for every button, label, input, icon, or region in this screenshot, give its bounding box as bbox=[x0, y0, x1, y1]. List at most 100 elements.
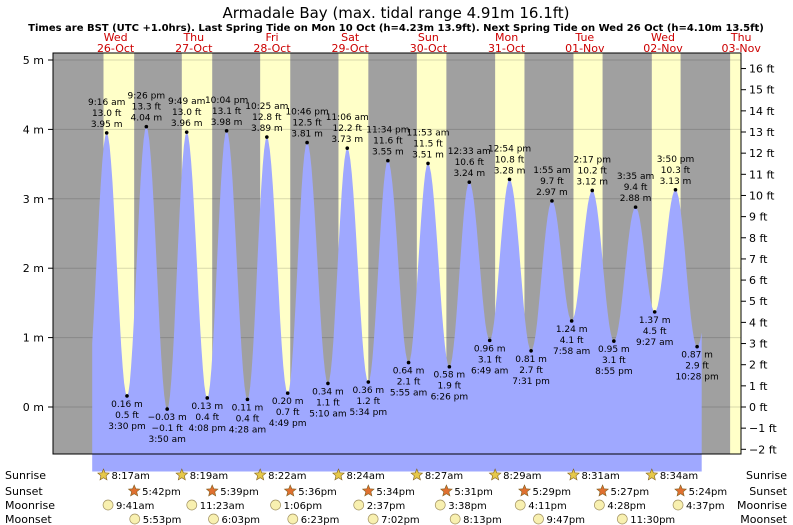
tide-height-ft: 3.1 ft bbox=[602, 356, 626, 366]
low-tide-label: 0.64 m2.1 ft5:55 am bbox=[390, 360, 427, 399]
right-tick-label: 12 ft bbox=[749, 147, 775, 160]
low-tide-label: 0.96 m3.1 ft6:49 am bbox=[471, 338, 508, 376]
sunrise-time: 8:19am bbox=[190, 471, 228, 482]
tide-point bbox=[205, 396, 210, 400]
sunrise-time: 8:29am bbox=[503, 471, 541, 482]
day-headers: Wed26-OctThu27-OctFri28-OctSat29-OctSun3… bbox=[97, 31, 761, 55]
moonset-entry: 5:53pm bbox=[129, 513, 182, 525]
tide-height-m: 0.34 m bbox=[312, 387, 344, 397]
moonrise-entry: 2:37pm bbox=[353, 499, 406, 512]
tide-point bbox=[507, 177, 512, 182]
tide-point bbox=[695, 344, 699, 349]
moonrise-entry: 3:38pm bbox=[434, 499, 487, 512]
tide-time: 3:35 am bbox=[617, 172, 654, 182]
moonrise-time: 2:37pm bbox=[367, 501, 406, 512]
day-date: 28-Oct bbox=[253, 42, 291, 55]
sunset-time: 5:24pm bbox=[689, 487, 728, 498]
tide-time: 10:25 am bbox=[245, 102, 288, 112]
tide-height-ft: 10.6 ft bbox=[455, 158, 485, 168]
tide-point bbox=[447, 364, 452, 369]
tide-height-ft: 9.7 ft bbox=[540, 177, 564, 187]
sunrise-entry: 8:17am bbox=[97, 468, 150, 482]
tide-height-ft: 10.2 ft bbox=[578, 166, 608, 176]
tide-time: 12:54 pm bbox=[488, 144, 531, 154]
tide-point bbox=[386, 158, 390, 163]
sunset-icon bbox=[361, 484, 375, 497]
moonset-time: 11:30pm bbox=[630, 515, 675, 525]
moonset-entry: 9:47pm bbox=[533, 513, 585, 525]
tide-height-m: 2.88 m bbox=[620, 194, 652, 204]
tide-height-ft: 1.9 ft bbox=[438, 382, 462, 392]
tide-time: 9:27 am bbox=[636, 338, 673, 348]
right-tick-label: 10 ft bbox=[749, 189, 775, 202]
astro-label-right: Moonset bbox=[740, 513, 787, 525]
chart-title: Armadale Bay (max. tidal range 4.91m 16.… bbox=[222, 4, 569, 22]
tide-point bbox=[144, 124, 149, 129]
sunset-time: 5:31pm bbox=[454, 487, 493, 498]
moonrise-time: 11:23am bbox=[200, 501, 245, 512]
tide-height-m: 3.98 m bbox=[211, 118, 243, 128]
right-tick-label: 13 ft bbox=[749, 126, 775, 139]
moonset-icon bbox=[129, 513, 141, 525]
tide-point bbox=[406, 360, 411, 365]
right-tick-label: 8 ft bbox=[749, 232, 768, 245]
sunset-entry: 5:36pm bbox=[283, 484, 337, 498]
day-of-week: Sat bbox=[341, 31, 360, 44]
tide-height-m: 3.24 m bbox=[453, 169, 485, 179]
moonrise-icon bbox=[514, 499, 526, 511]
tide-height-ft: 2.1 ft bbox=[397, 378, 421, 388]
moonset-time: 6:23pm bbox=[301, 515, 340, 525]
tide-point bbox=[590, 188, 595, 193]
tide-height-m: 3.13 m bbox=[660, 177, 692, 187]
tide-height-ft: 0.4 ft bbox=[236, 414, 260, 424]
tide-height-ft: 10.8 ft bbox=[495, 155, 525, 165]
sunset-entry: 5:24pm bbox=[674, 484, 728, 498]
moonrise-time: 4:37pm bbox=[686, 501, 725, 512]
low-tide-label: 1.37 m4.5 ft9:27 am bbox=[636, 310, 673, 348]
sunrise-time: 8:22am bbox=[268, 471, 306, 482]
tide-height-m: 3.28 m bbox=[494, 166, 526, 176]
tide-time: 11:34 pm bbox=[366, 126, 409, 136]
tide-height-m: 0.95 m bbox=[598, 345, 630, 355]
right-tick-label: 3 ft bbox=[749, 338, 768, 351]
sunset-time: 5:42pm bbox=[142, 487, 181, 498]
tide-height-ft: 2.9 ft bbox=[685, 362, 709, 372]
daylight-band bbox=[730, 53, 741, 454]
moonset-time: 5:53pm bbox=[143, 515, 182, 525]
low-tide-label: 1.24 m4.1 ft7:58 am bbox=[553, 319, 590, 357]
low-tide-label: 0.95 m3.1 ft8:55 pm bbox=[595, 339, 633, 377]
moonset-time: 6:03pm bbox=[222, 515, 261, 525]
tide-time: 6:26 pm bbox=[431, 393, 469, 403]
day-date: 31-Oct bbox=[488, 42, 526, 55]
tide-height-ft: 12.5 ft bbox=[292, 119, 322, 129]
sunrise-entry: 8:24am bbox=[332, 468, 385, 482]
right-tick-label: 9 ft bbox=[749, 211, 768, 224]
tide-time: 9:26 pm bbox=[128, 92, 166, 102]
moonset-entry: 6:23pm bbox=[287, 513, 340, 525]
sunset-icon bbox=[439, 484, 453, 497]
right-tick-label: 1 ft bbox=[749, 380, 768, 393]
moonset-icon bbox=[208, 513, 219, 525]
low-tide-label: 0.13 m0.4 ft4:08 pm bbox=[188, 396, 226, 434]
tide-time: 3:50 am bbox=[149, 435, 186, 445]
sunrise-entry: 8:29am bbox=[488, 468, 541, 482]
tide-point bbox=[652, 310, 657, 314]
moonrise-entry: 9:41am bbox=[102, 499, 154, 512]
moonrise-icon bbox=[353, 499, 365, 511]
tide-point bbox=[265, 135, 269, 139]
tide-height-m: 0.36 m bbox=[353, 386, 385, 396]
day-of-week: Tue bbox=[574, 31, 594, 44]
moonrise-entry: 4:28pm bbox=[594, 499, 646, 512]
tide-height-m: 0.11 m bbox=[232, 403, 264, 413]
sunrise-icon bbox=[332, 468, 345, 481]
sunset-time: 5:27pm bbox=[611, 487, 650, 498]
tide-height-m: 2.97 m bbox=[536, 188, 568, 198]
